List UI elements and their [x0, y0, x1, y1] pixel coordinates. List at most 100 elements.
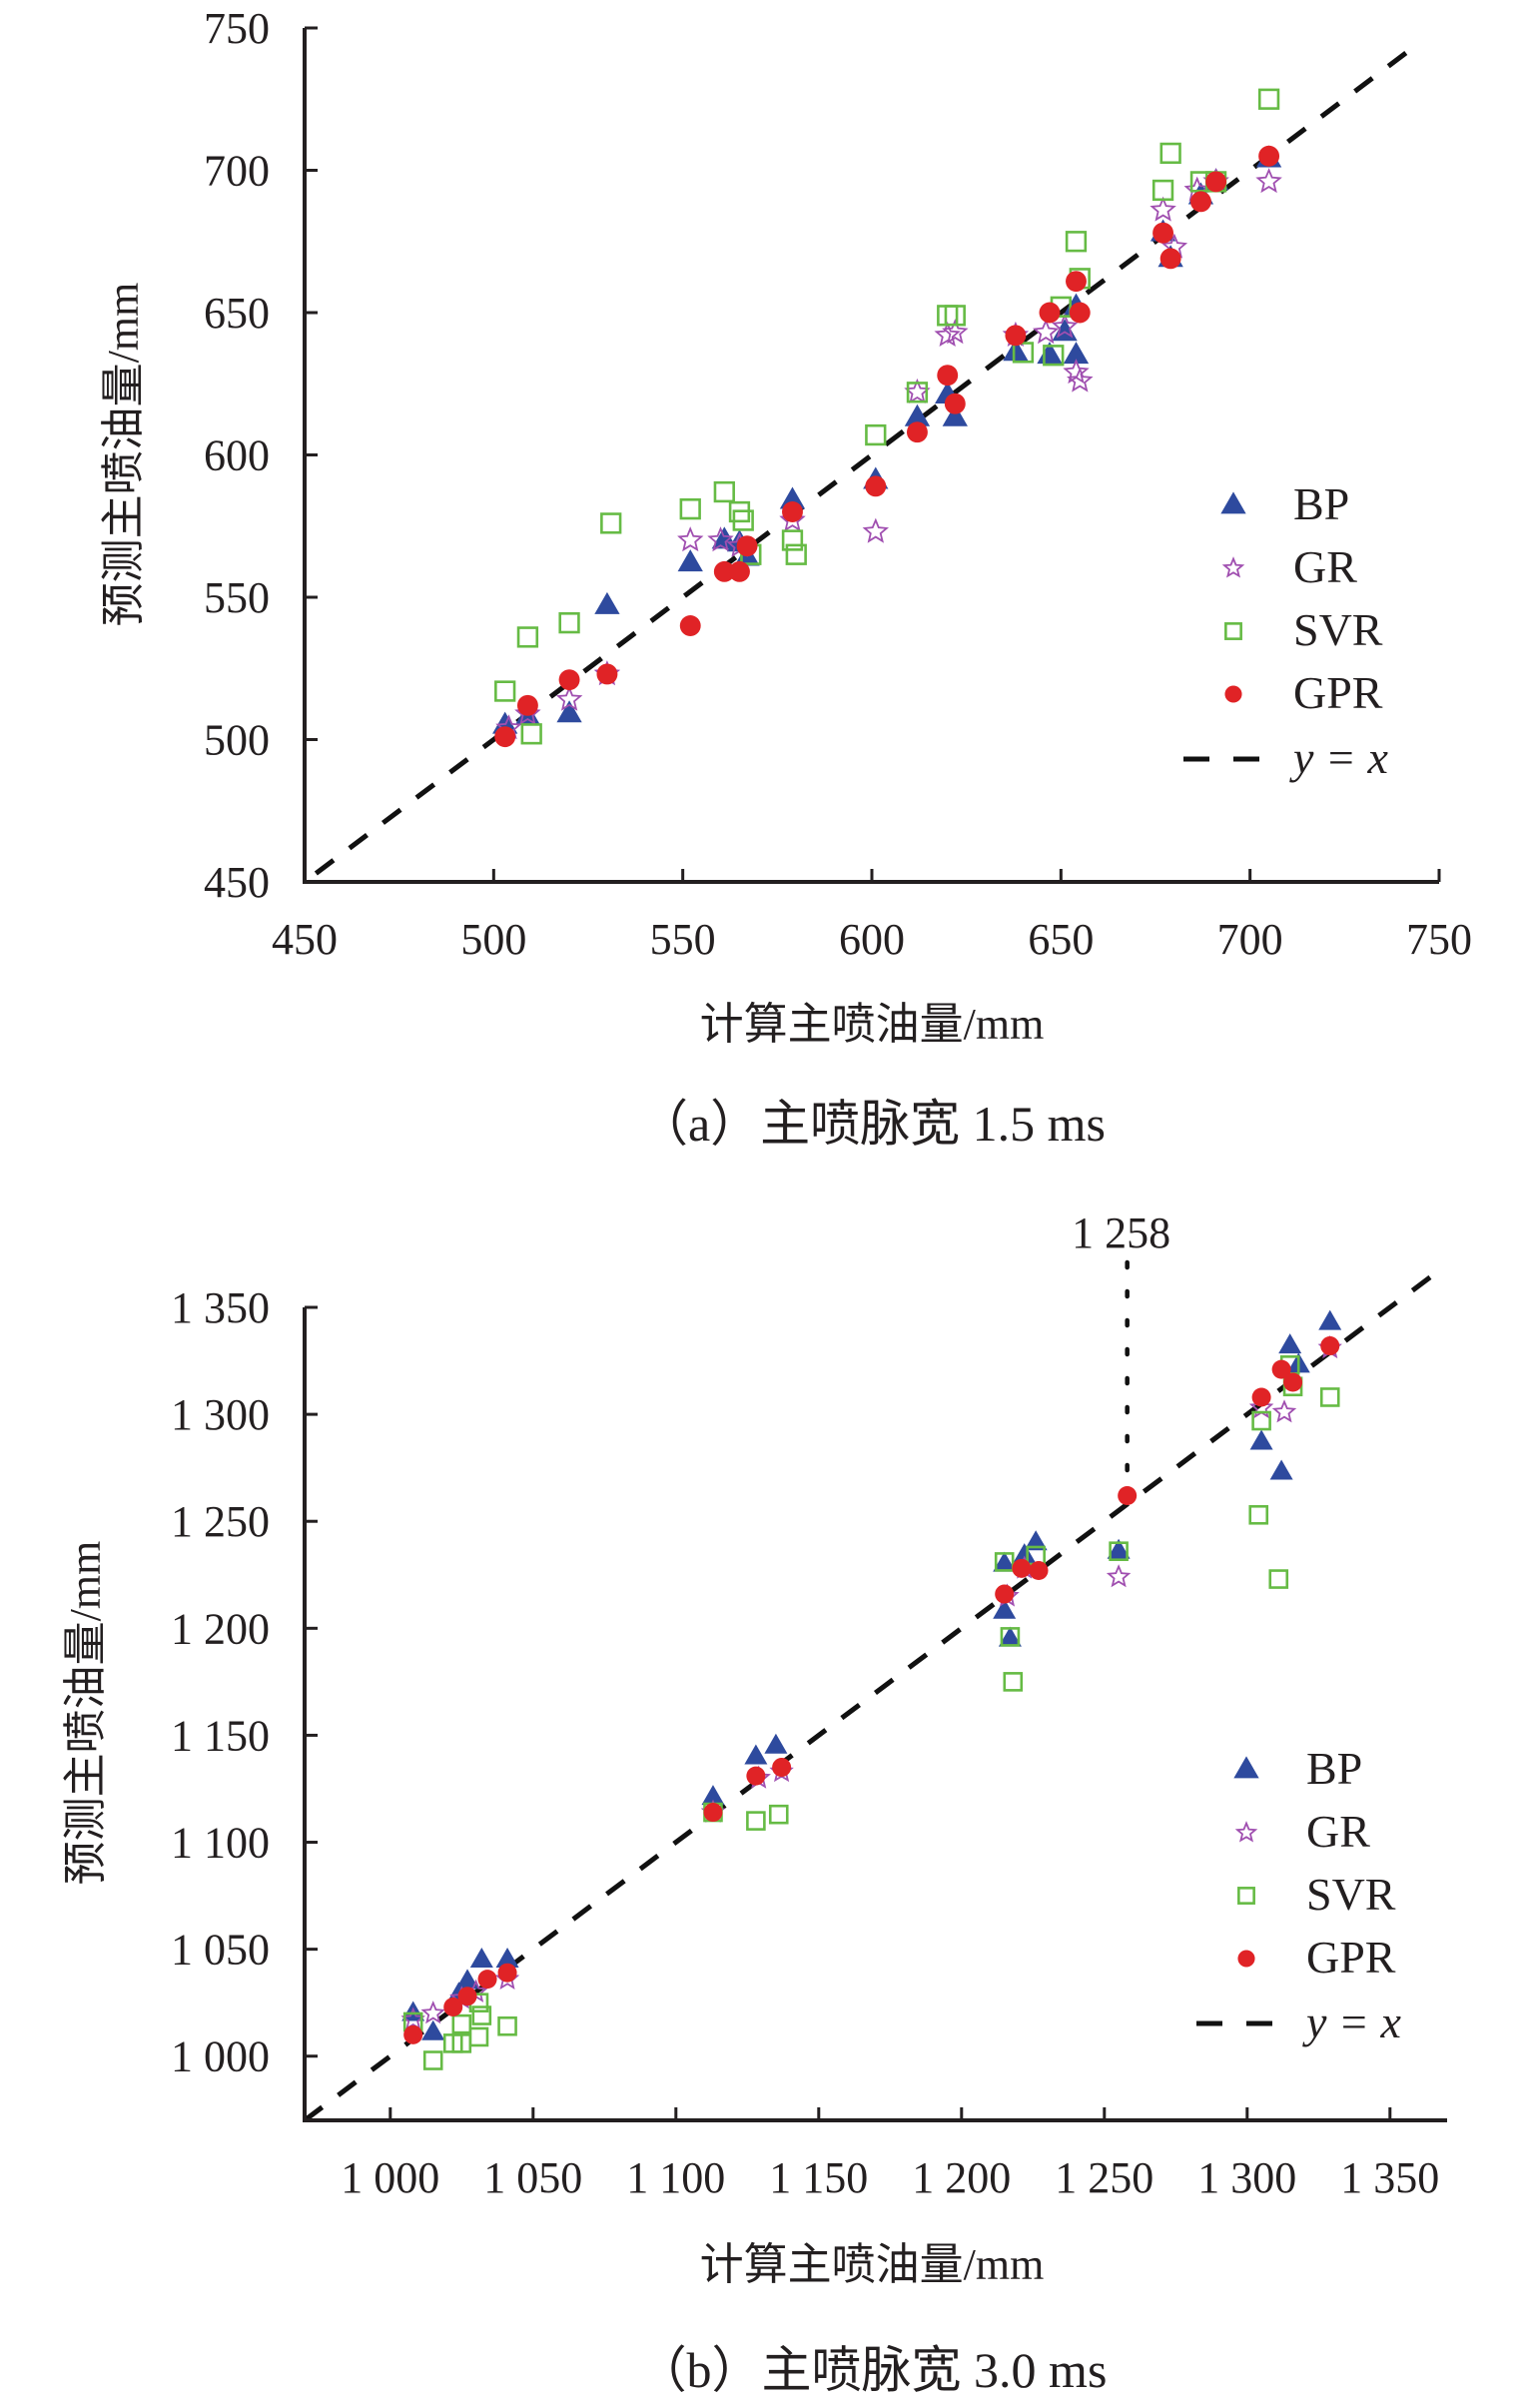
point-svr — [1257, 88, 1280, 110]
point-svr — [1159, 142, 1181, 165]
point-gpr — [1005, 325, 1027, 347]
point-gpr — [937, 365, 959, 387]
point-gpr — [443, 1997, 463, 2016]
point-gr — [1051, 313, 1079, 339]
series-bp — [401, 1309, 1342, 2040]
x-axis-title: 计算主喷油量/mm — [700, 1000, 1045, 1049]
point-gpr — [516, 694, 538, 716]
series-svr — [402, 1355, 1340, 2070]
y-tick-label: 700 — [204, 147, 270, 196]
legend-marker-triangle-icon — [1233, 1756, 1259, 1779]
point-bp — [421, 2019, 445, 2040]
point-bp — [556, 700, 582, 723]
point-gpr — [1039, 302, 1061, 324]
point-gr — [1033, 319, 1060, 345]
legend-item-bp: BP — [1233, 1743, 1362, 1794]
point-svr — [1248, 1504, 1269, 1525]
panel-caption: （b）主喷脉宽 3.0 ms — [637, 2342, 1108, 2398]
point-bp — [779, 486, 806, 509]
point-gpr — [1271, 1359, 1291, 1379]
y-equals-x-line — [303, 1268, 1440, 2123]
point-gpr — [1251, 1387, 1271, 1407]
legend-label: GPR — [1293, 667, 1383, 718]
legend: BP GR SVR GPR y = x — [1183, 478, 1388, 783]
axes — [303, 1305, 1447, 2122]
point-bp — [993, 1551, 1017, 1572]
y-tick-label: 1 350 — [171, 1283, 270, 1332]
point-gr — [1150, 196, 1176, 222]
point-bp — [744, 1744, 768, 1765]
point-svr — [679, 497, 701, 520]
point-gpr — [1118, 1486, 1138, 1506]
point-bp — [1107, 1538, 1131, 1559]
point-gr — [1271, 1399, 1297, 1423]
point-gpr — [1320, 1336, 1340, 1356]
point-gpr — [782, 501, 803, 522]
y-tick-label: 1 050 — [171, 1926, 270, 1975]
y-tick-label: 650 — [204, 289, 270, 338]
x-tick-label: 450 — [272, 915, 338, 964]
annotation-label: 1 258 — [1072, 1208, 1170, 1257]
point-svr — [1043, 345, 1065, 367]
x-tick-label: 650 — [1028, 915, 1094, 964]
x-tick-label: 1 350 — [1340, 2153, 1439, 2202]
y-axis-title: 预测主喷油量/mm — [61, 1541, 110, 1886]
point-gr — [942, 319, 969, 345]
y-tick-label: 1 150 — [171, 1711, 270, 1760]
point-gpr — [1205, 171, 1227, 193]
point-svr — [746, 1811, 766, 1831]
series-gr — [400, 1334, 1342, 2030]
x-tick-label: 700 — [1217, 915, 1283, 964]
point-bp — [942, 403, 968, 426]
point-gpr — [1152, 222, 1174, 244]
point-bp — [455, 1969, 479, 1990]
point-gpr — [729, 560, 750, 582]
point-gpr — [457, 1987, 477, 2007]
point-svr — [451, 2013, 472, 2034]
point-svr — [1000, 1627, 1021, 1647]
x-tick-label: 1 250 — [1055, 2153, 1153, 2202]
point-svr — [600, 512, 622, 534]
data-points — [492, 88, 1282, 748]
point-gpr — [1283, 1372, 1303, 1392]
y-equals-x-line — [314, 40, 1422, 876]
y-tick-label: 600 — [204, 431, 270, 480]
y-tick-label: 1 300 — [171, 1390, 270, 1439]
legend-label: GR — [1306, 1806, 1370, 1857]
point-svr — [471, 2006, 492, 2025]
point-gpr — [746, 1766, 766, 1786]
point-svr — [1003, 1672, 1024, 1692]
data-points — [400, 1309, 1342, 2070]
point-svr — [768, 1804, 789, 1825]
series-svr — [494, 88, 1280, 745]
point-bp — [1278, 1333, 1302, 1354]
point-svr — [1012, 342, 1035, 364]
point-gr — [707, 526, 734, 552]
legend-marker-star-icon — [1234, 1821, 1258, 1843]
reference-line-y-equals-x — [314, 40, 1422, 876]
point-gpr — [403, 2024, 423, 2044]
reference-line-y-equals-x — [303, 1268, 1440, 2123]
point-svr — [516, 626, 539, 648]
panel-a: 450 500 550 600 650 700 750 450 500 550 600 650 700… — [99, 4, 1472, 1152]
legend-marker-star-icon — [1221, 556, 1245, 578]
point-svr — [494, 680, 516, 702]
legend-label: GR — [1293, 541, 1357, 592]
series-gpr — [403, 1336, 1340, 2044]
x-tick-label: 750 — [1406, 915, 1472, 964]
point-gr — [555, 685, 583, 711]
point-bp — [1249, 1429, 1273, 1450]
point-gr — [1106, 1564, 1132, 1588]
point-gpr — [906, 421, 928, 443]
point-svr — [1065, 231, 1088, 253]
point-gpr — [865, 475, 887, 497]
legend-marker-triangle-icon — [1220, 491, 1246, 514]
point-svr — [468, 2026, 489, 2047]
legend-label: BP — [1306, 1743, 1362, 1794]
legend: BP GR SVR GPR y = x — [1196, 1743, 1401, 2047]
legend-label: GPR — [1306, 1932, 1396, 1983]
x-tick-label: 600 — [839, 915, 905, 964]
point-svr — [558, 611, 580, 634]
x-axis-title: 计算主喷油量/mm — [700, 2240, 1045, 2289]
